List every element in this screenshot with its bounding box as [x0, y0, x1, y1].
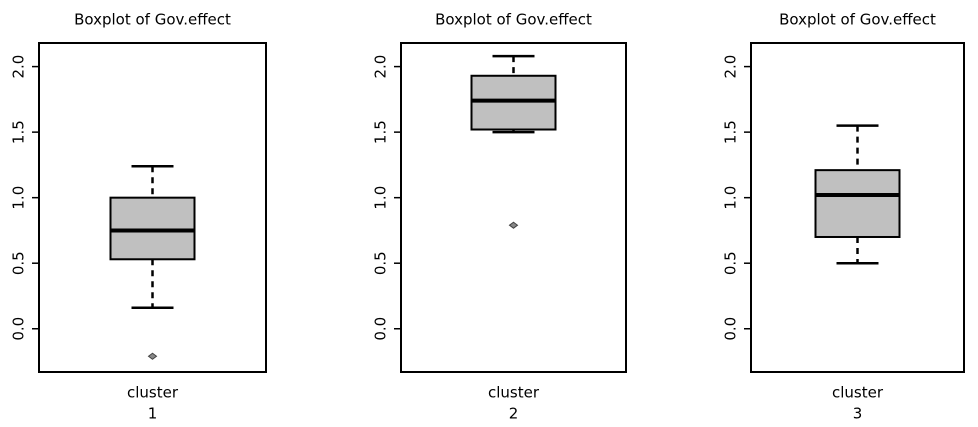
y-tick-label: 0.5	[722, 251, 740, 275]
box	[814, 169, 901, 238]
y-tick-label: 0.0	[372, 317, 390, 341]
y-tick-label: 0.0	[722, 317, 740, 341]
chart-title: Boxplot of Gov.effect	[74, 11, 231, 29]
y-tick-label: 0.5	[10, 251, 28, 275]
outlier	[508, 221, 519, 229]
y-tick-label: 1.0	[372, 186, 390, 210]
outlier	[147, 352, 158, 360]
x-tick-label: 1	[148, 405, 158, 423]
y-tick-label: 1.5	[10, 120, 28, 144]
y-tick-label: 1.5	[372, 120, 390, 144]
y-tick-label: 1.0	[722, 186, 740, 210]
y-tick-label: 1.0	[10, 186, 28, 210]
y-tick-label: 1.5	[722, 120, 740, 144]
x-axis-label: cluster	[488, 384, 540, 402]
x-axis-label: cluster	[832, 384, 884, 402]
y-tick-label: 0.5	[372, 251, 390, 275]
x-axis-label: cluster	[127, 384, 179, 402]
chart-title: Boxplot of Gov.effect	[779, 11, 936, 29]
y-tick-label: 0.0	[10, 317, 28, 341]
chart-title: Boxplot of Gov.effect	[435, 11, 592, 29]
y-tick-label: 2.0	[722, 55, 740, 79]
y-tick-label: 2.0	[10, 55, 28, 79]
y-tick-label: 2.0	[372, 55, 390, 79]
x-tick-label: 3	[853, 405, 863, 423]
x-tick-label: 2	[509, 405, 519, 423]
